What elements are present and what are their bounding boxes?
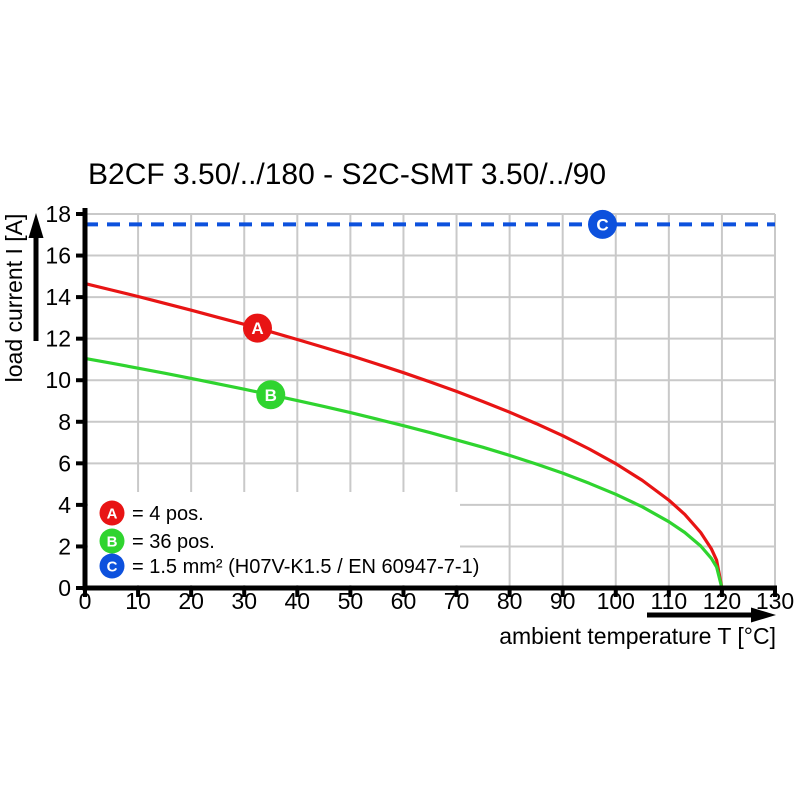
curve-B [84,356,724,589]
legend-label-B: = 36 pos. [132,531,215,553]
y-tick-label: 14 [45,284,71,310]
x-axis-arrow-head [751,607,776,623]
y-axis-arrow-head [28,213,44,238]
x-axis-label: ambient temperature T [°C] [499,623,776,649]
y-tick-label: 0 [58,575,71,601]
chart-title: B2CF 3.50/../180 - S2C-SMT 3.50/../90 [88,158,607,191]
x-tick-label: 110 [651,588,688,614]
x-tick-label: 20 [178,588,204,614]
x-tick-label: 10 [125,588,151,614]
legend-label-A: = 4 pos. [132,503,204,525]
marker-letter-C: C [596,215,608,234]
x-tick-label: 100 [597,588,635,614]
marker-A [243,313,272,343]
y-tick-label: 10 [45,367,71,393]
y-axis-label: load current I [A] [1,214,27,383]
marker-letter-A: A [251,319,263,338]
marker-C [588,209,617,239]
marker-letter-B: B [265,386,277,405]
y-tick-label: 8 [58,409,71,435]
legend-swatch-letter-A: A [107,506,118,523]
x-tick-label: 80 [497,588,523,614]
x-tick-label: 90 [550,588,576,614]
y-tick-label: 6 [58,450,71,476]
y-tick-label: 18 [45,201,71,227]
legend-label-C: = 1.5 mm² (H07V-K1.5 / EN 60947-7-1) [132,556,479,578]
y-tick-label: 4 [58,492,71,518]
y-tick-label: 16 [45,243,71,269]
legend-swatch-letter-C: C [107,559,118,576]
x-tick-label: 30 [231,588,257,614]
legend-swatch-letter-B: B [107,534,118,551]
x-tick-label: 50 [338,588,364,614]
x-tick-label: 60 [391,588,417,614]
legend-swatch-A [99,500,125,526]
legend-swatch-C [99,553,125,579]
x-tick-label: 120 [703,588,741,614]
x-tick-label: 40 [285,588,311,614]
y-tick-label: 2 [58,533,71,559]
marker-B [256,380,286,410]
legend-swatch-B [99,528,125,554]
curve-A [84,282,724,589]
x-tick-label: 130 [756,588,794,614]
legend-background [88,492,460,585]
x-tick-label: 70 [444,588,470,614]
y-tick-label: 12 [45,326,71,352]
x-tick-label: 0 [79,588,92,614]
